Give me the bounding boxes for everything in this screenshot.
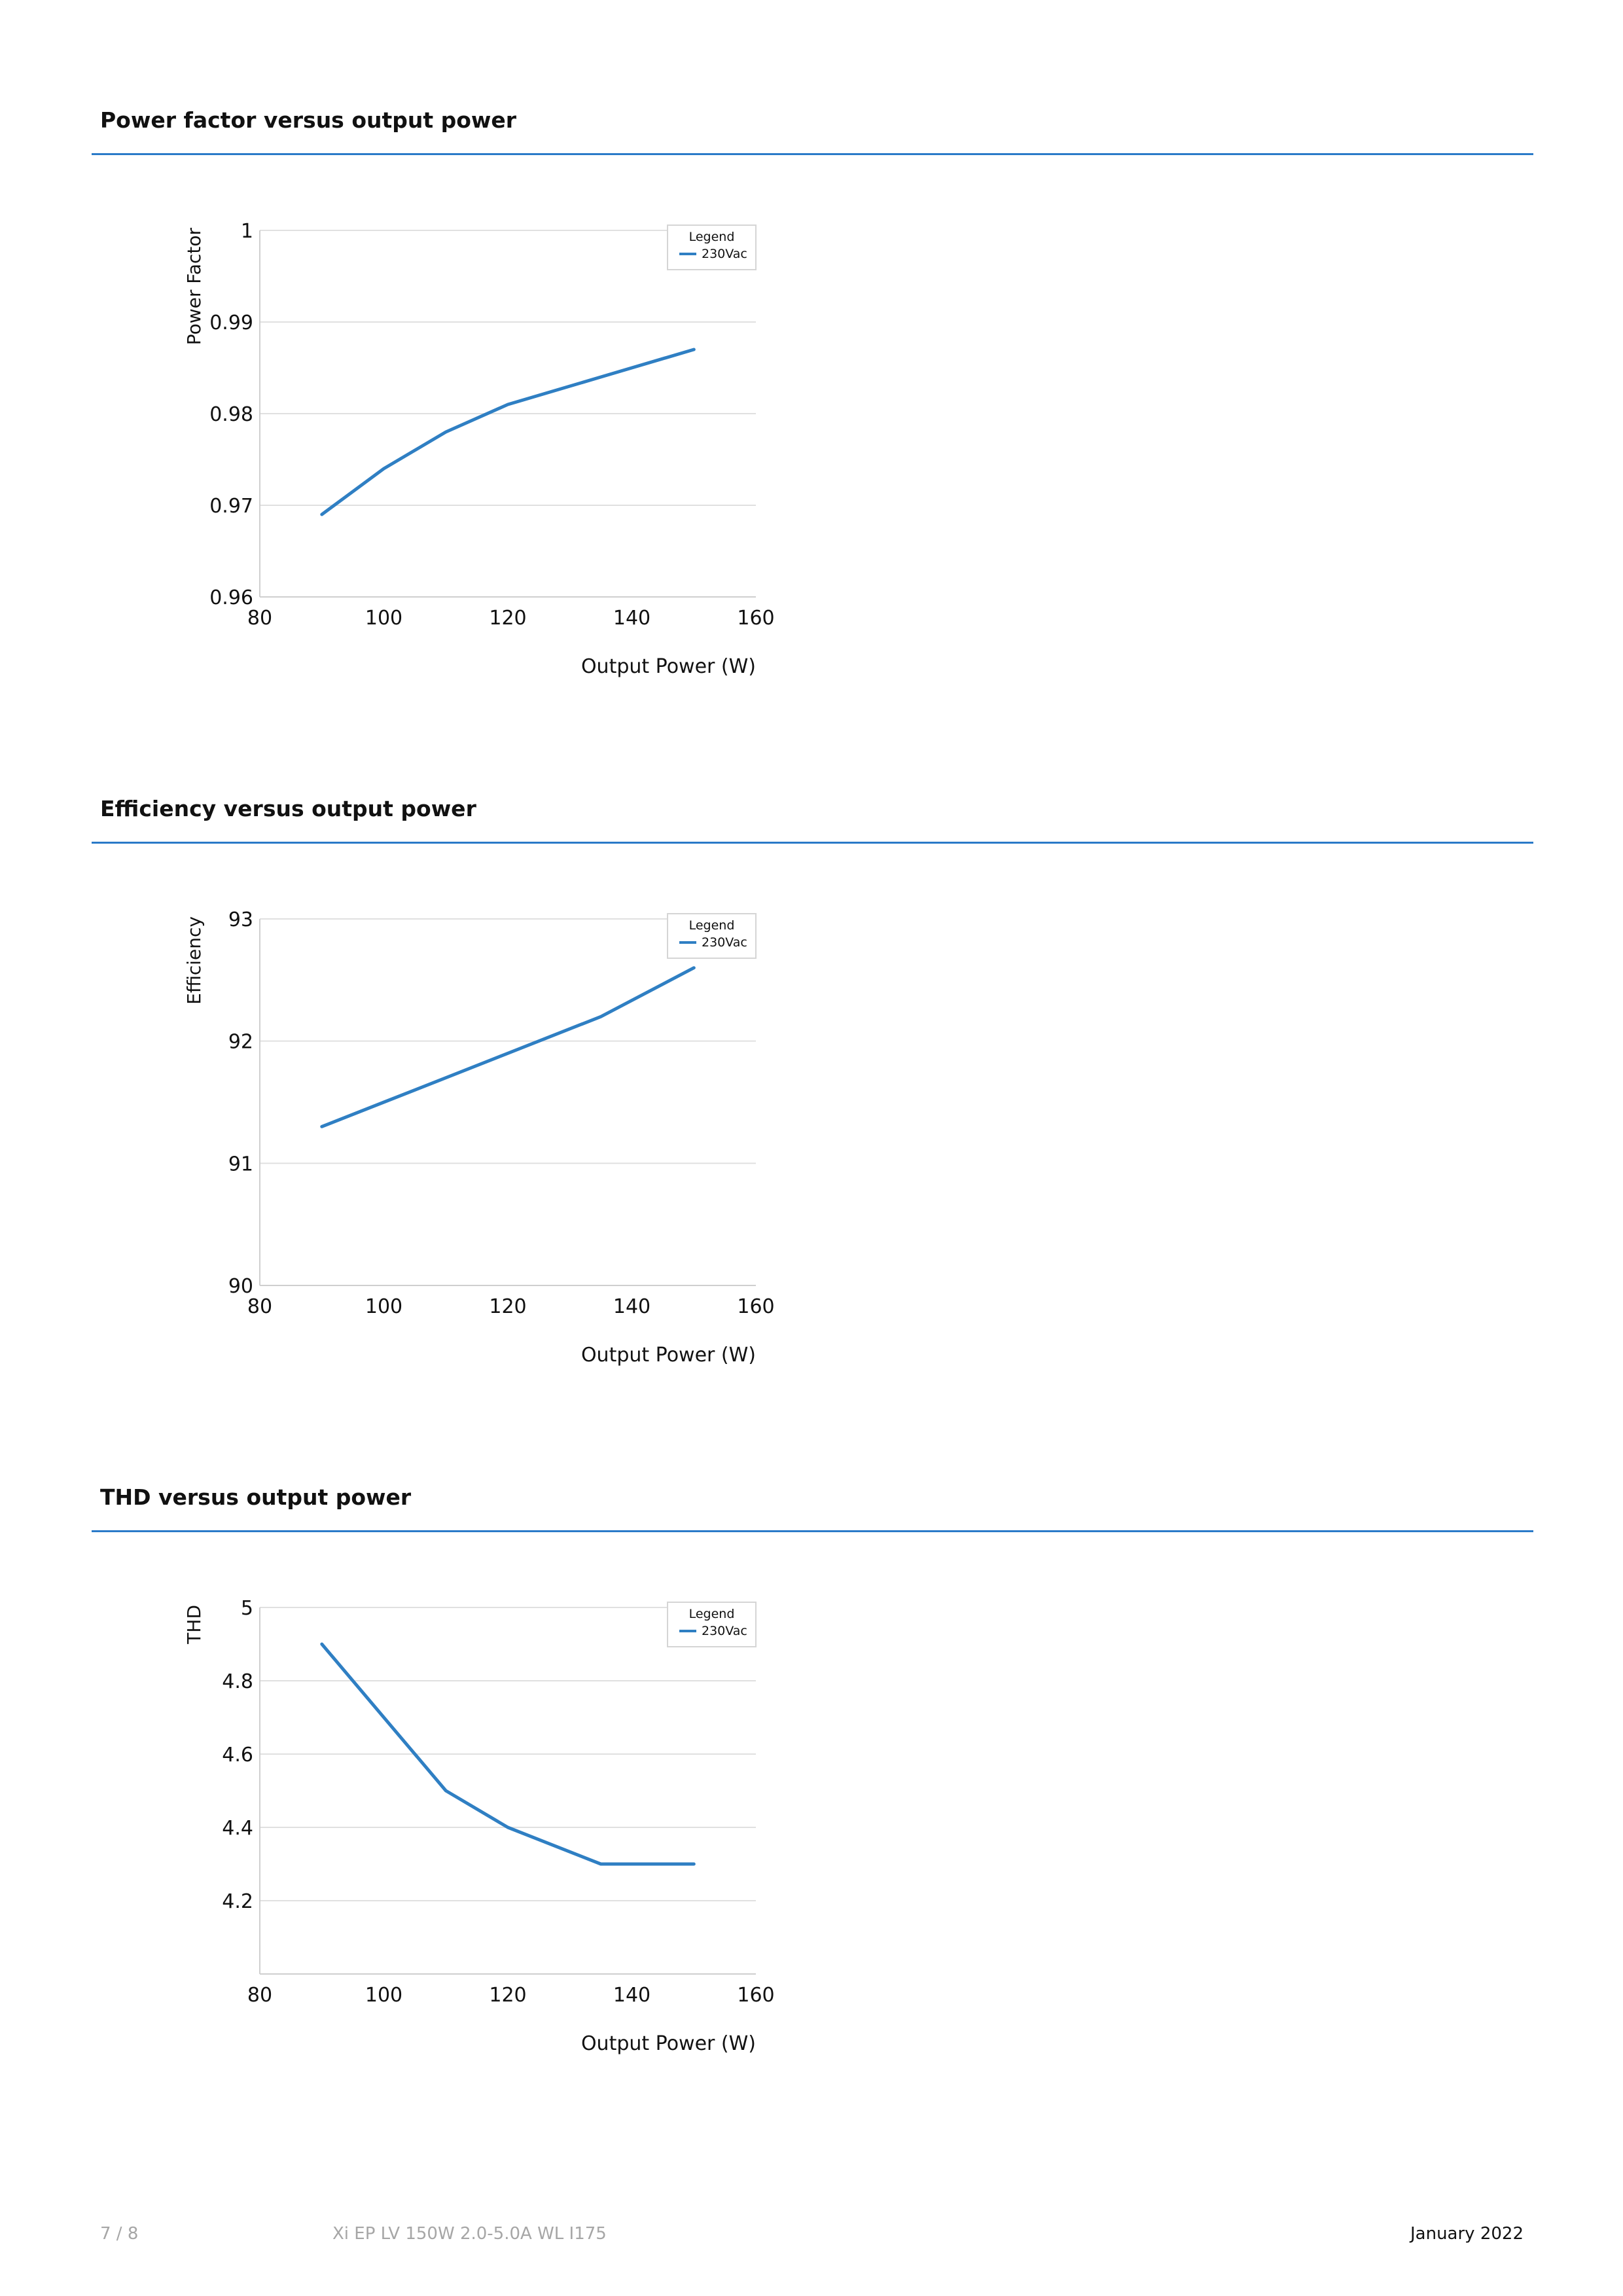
y-axis-label: Power Factor bbox=[183, 228, 205, 346]
section-divider bbox=[92, 1530, 1533, 1532]
x-tick-label: 120 bbox=[489, 1295, 526, 1318]
x-tick-label: 140 bbox=[613, 1984, 651, 2007]
y-tick-label: 90 bbox=[228, 1275, 253, 1298]
y-tick-label: 0.99 bbox=[209, 312, 253, 334]
y-tick-label: 92 bbox=[228, 1031, 253, 1054]
y-tick-label: 93 bbox=[228, 908, 253, 931]
legend-entry: 230Vac bbox=[702, 935, 747, 950]
x-tick-label: 120 bbox=[489, 1984, 526, 2007]
y-tick-label: 4.8 bbox=[222, 1670, 253, 1693]
document-date: January 2022 bbox=[1410, 2224, 1524, 2244]
series-line bbox=[320, 966, 696, 1128]
y-tick-label: 4.4 bbox=[222, 1817, 253, 1840]
y-axis-label: Efficiency bbox=[183, 916, 205, 1005]
section-divider bbox=[92, 842, 1533, 844]
x-tick-label: 80 bbox=[247, 1984, 272, 2007]
efficiency-chart: 90 91 92 93 80 100 120 140 160 Output Power (W) Ef… bbox=[183, 908, 775, 1367]
section-title: THD versus output power bbox=[100, 1484, 412, 1510]
legend-title: Legend bbox=[689, 230, 735, 244]
x-tick-label: 100 bbox=[365, 1984, 402, 2007]
x-tick-label: 160 bbox=[737, 607, 774, 630]
y-tick-label: 0.98 bbox=[209, 403, 253, 426]
y-axis-label: THD bbox=[183, 1605, 205, 1645]
y-tick-label: 4.2 bbox=[222, 1890, 253, 1913]
x-tick-label: 80 bbox=[247, 1295, 272, 1318]
x-tick-label: 140 bbox=[613, 1295, 651, 1318]
x-tick-label: 160 bbox=[737, 1295, 774, 1318]
y-tick-label: 91 bbox=[228, 1153, 253, 1175]
legend-box bbox=[667, 913, 757, 959]
x-tick-label: 160 bbox=[737, 1984, 774, 2007]
section-divider bbox=[92, 153, 1533, 155]
thd-chart: 4.2 4.4 4.6 4.8 5 80 100 120 140 160 Output Power … bbox=[183, 1597, 775, 2055]
x-axis-label: Output Power (W) bbox=[581, 2032, 756, 2055]
x-axis-label: Output Power (W) bbox=[581, 1344, 756, 1367]
legend-box bbox=[667, 1602, 757, 1647]
section-title: Efficiency versus output power bbox=[100, 796, 476, 821]
x-tick-label: 120 bbox=[489, 607, 526, 630]
page-number: 7 / 8 bbox=[100, 2224, 139, 2244]
legend-title: Legend bbox=[689, 1607, 735, 1621]
y-tick-label: 5 bbox=[241, 1597, 253, 1620]
legend-box bbox=[667, 224, 757, 270]
product-name: Xi EP LV 150W 2.0-5.0A WL I175 bbox=[332, 2224, 607, 2244]
section-title: Power factor versus output power bbox=[100, 107, 517, 133]
legend-entry: 230Vac bbox=[702, 247, 747, 261]
y-tick-label: 0.96 bbox=[209, 586, 253, 609]
legend-title: Legend bbox=[689, 918, 735, 933]
x-tick-label: 140 bbox=[613, 607, 651, 630]
x-axis-label: Output Power (W) bbox=[581, 655, 756, 678]
y-tick-label: 1 bbox=[241, 220, 253, 243]
legend-entry: 230Vac bbox=[702, 1624, 747, 1638]
y-tick-label: 0.97 bbox=[209, 495, 253, 518]
series-line bbox=[320, 348, 696, 516]
power-factor-chart: 0.96 0.97 0.98 0.99 1 80 100 120 140 160 Output Po… bbox=[183, 220, 775, 678]
x-tick-label: 100 bbox=[365, 607, 402, 630]
x-tick-label: 80 bbox=[247, 607, 272, 630]
y-tick-label: 4.6 bbox=[222, 1744, 253, 1767]
series-line bbox=[320, 1642, 696, 1866]
x-tick-label: 100 bbox=[365, 1295, 402, 1318]
